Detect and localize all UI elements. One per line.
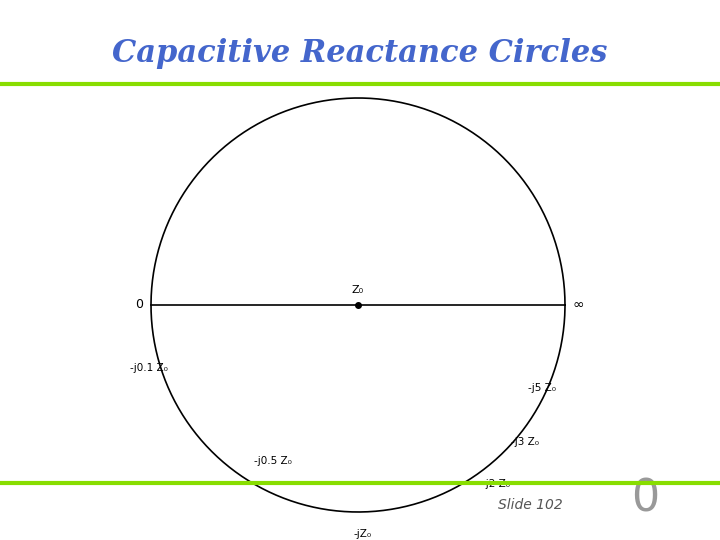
Text: -j0.1 Z₀: -j0.1 Z₀: [130, 363, 168, 373]
Text: 0: 0: [631, 477, 659, 520]
Text: -j2 Z₀: -j2 Z₀: [482, 479, 510, 489]
Text: Z₀: Z₀: [352, 285, 364, 295]
Text: ∞: ∞: [573, 298, 585, 312]
Text: Slide 102: Slide 102: [498, 498, 562, 512]
Text: -jZ₀: -jZ₀: [353, 529, 372, 538]
Text: -j5 Z₀: -j5 Z₀: [528, 383, 556, 393]
Text: 0: 0: [135, 299, 143, 312]
Text: -j3 Z₀: -j3 Z₀: [511, 437, 539, 448]
Text: -j0.5 Z₀: -j0.5 Z₀: [254, 456, 292, 466]
Text: Capacitive Reactance Circles: Capacitive Reactance Circles: [112, 38, 608, 69]
